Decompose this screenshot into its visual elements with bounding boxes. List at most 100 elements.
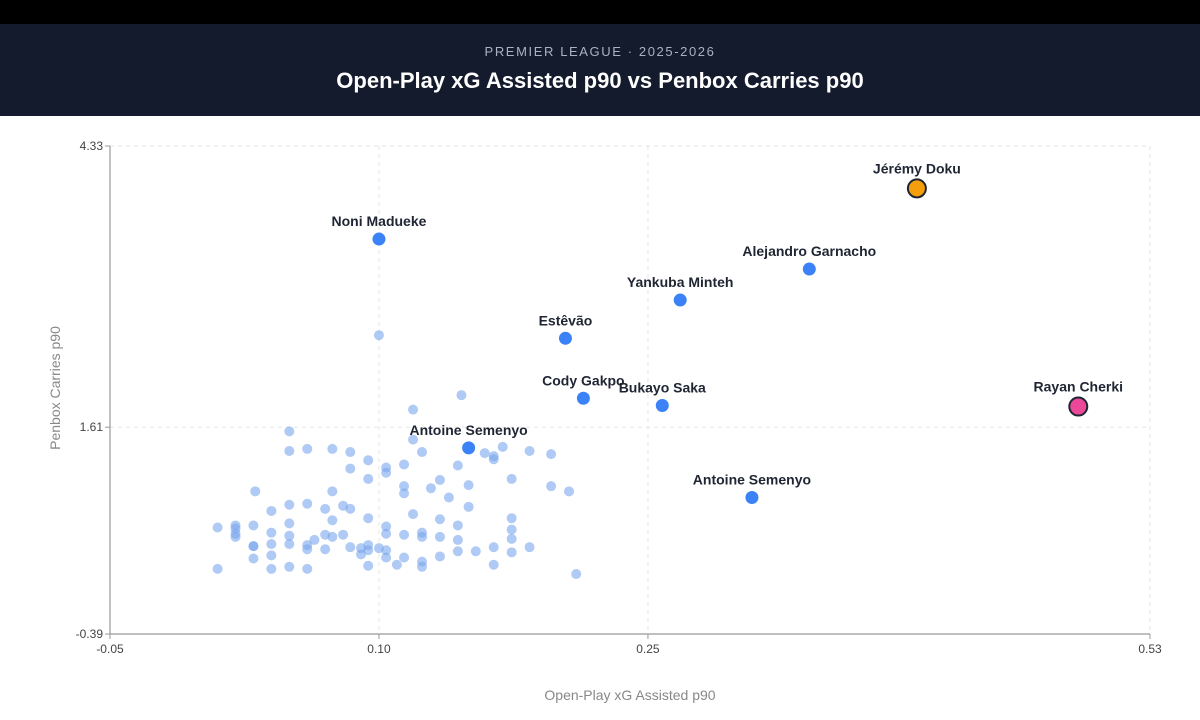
x-tick-label: -0.05 [96,642,124,656]
data-point [497,441,508,452]
data-point [399,481,410,492]
data-point [417,531,427,542]
data-point [373,330,384,341]
data-point [266,505,277,516]
data-point [452,546,463,557]
highlighted-player-point [558,331,572,345]
player-label: Cody Gakpo [542,372,624,388]
player-label: Noni Madueke [332,213,427,229]
data-point [546,449,557,460]
data-point [284,446,295,456]
data-point [363,473,374,484]
axis-layer: -0.05 0.10 0.25 0.53 -0.39 1.61 4.33 [76,139,1162,656]
data-point [381,521,392,532]
data-point [564,486,575,497]
player-label: Bukayo Saka [619,380,706,396]
data-point [284,539,295,550]
window-top-bar [0,0,1200,24]
data-point [463,501,474,512]
data-point [302,443,313,454]
background-points [212,330,582,580]
y-tick-label: 4.33 [80,139,104,153]
data-point [363,560,374,571]
data-point [434,474,445,485]
data-point [524,446,535,456]
data-point [488,542,499,553]
data-point [284,530,295,541]
data-point [327,486,338,497]
data-point [524,542,535,553]
data-point [506,533,517,544]
data-point [266,550,277,561]
data-point [417,561,427,572]
highlighted-player-point [673,293,687,307]
data-point [408,434,419,445]
data-point [399,459,410,470]
data-point [479,448,490,459]
player-label: Jérémy Doku [873,160,961,176]
data-point [302,544,313,555]
highlighted-player-point [462,441,476,455]
data-point [284,518,295,529]
data-point [488,559,499,570]
chart-header: PREMIER LEAGUE · 2025-2026 Open-Play xG … [0,24,1200,116]
data-point [248,553,259,564]
data-point [302,498,313,509]
data-point [327,443,338,454]
highlighted-player-point [906,178,927,199]
data-point [399,529,410,540]
data-point [417,447,427,458]
y-axis-label: Penbox Carries p90 [47,326,63,450]
highlighted-player-point [1068,396,1089,417]
scatter-chart: -0.05 0.10 0.25 0.53 -0.39 1.61 4.33 Jérémy Do… [47,139,1162,703]
data-point [452,460,463,471]
data-point [381,552,392,563]
data-point [434,514,445,525]
data-point [452,520,463,531]
data-point [266,527,277,538]
data-point [452,534,463,545]
data-point [425,483,436,494]
data-point [381,528,392,539]
data-point [284,426,295,437]
highlighted-player-point [802,262,816,276]
data-point [309,534,320,545]
data-point [434,531,445,542]
data-point [345,463,356,474]
data-point [345,503,356,514]
data-point [363,455,374,466]
data-point [320,529,331,540]
data-point [266,563,277,574]
data-point [506,547,517,558]
chart-title: Open-Play xG Assisted p90 vs Penbox Carr… [336,68,864,93]
highlighted-player-point [655,399,669,413]
data-point [391,559,402,570]
x-tick-label: 0.10 [367,642,391,656]
data-point [463,480,474,491]
player-label: Antoine Semenyo [693,472,811,488]
data-point [248,541,259,552]
data-point [399,552,410,563]
data-point [284,561,295,572]
data-point [327,515,338,526]
data-point [373,543,384,554]
x-tick-label: 0.53 [1138,642,1162,656]
data-point [320,544,331,555]
data-point [571,569,582,580]
player-label: Rayan Cherki [1034,379,1123,395]
data-point [345,542,356,553]
data-point [250,486,261,497]
data-point [408,509,419,520]
data-point [212,563,223,574]
player-label: Estêvão [539,312,593,328]
data-point [320,503,331,514]
data-point [230,531,241,542]
data-point [546,481,557,492]
data-point [248,520,259,531]
data-point [506,524,517,535]
y-tick-label: -0.39 [76,627,104,641]
data-point [506,513,517,524]
data-point [356,549,367,560]
data-point [345,447,356,458]
x-tick-label: 0.25 [636,642,660,656]
